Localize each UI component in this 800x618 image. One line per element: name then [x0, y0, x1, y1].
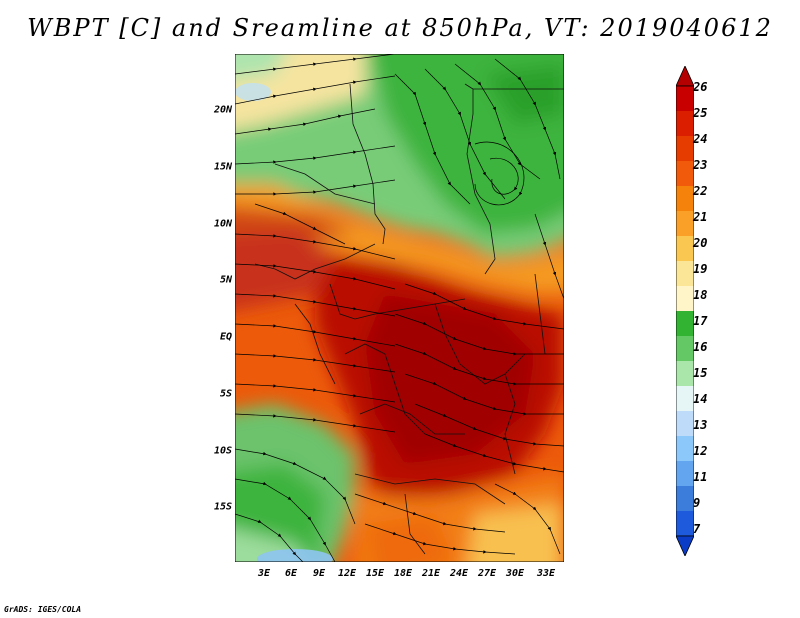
colorbar-label: 14 [693, 392, 708, 406]
colorbar-cell [676, 311, 694, 337]
colorbar-cell [676, 461, 694, 487]
x-tick-label: 21E [421, 568, 441, 579]
wbpt-map [235, 54, 564, 562]
colorbar-cell [676, 486, 694, 512]
colorbar-label: 13 [693, 418, 708, 432]
colorbar-cell [676, 411, 694, 437]
x-tick-label: 9E [312, 568, 326, 579]
colorbar-cell [676, 86, 694, 112]
x-tick-label: 30E [505, 568, 525, 579]
y-tick-label: 5N [219, 274, 232, 286]
colorbar-cell [676, 436, 694, 462]
credit-text: GrADS: IGES/COLA [4, 605, 82, 614]
colorbar-label: 12 [693, 444, 708, 458]
colorbar-cell [676, 236, 694, 262]
colorbar-label: 11 [693, 470, 708, 484]
colorbar-label: 23 [693, 158, 708, 172]
colorbar-label: 19 [693, 262, 708, 276]
x-tick-label: 27E [477, 568, 497, 579]
colorbar-cell [676, 111, 694, 137]
colorbar-label: 16 [693, 340, 708, 354]
colorbar-label: 21 [693, 210, 708, 224]
colorbar-label: 26 [693, 80, 708, 94]
x-tick-label: 3E [257, 568, 271, 579]
colorbar-label: 25 [693, 106, 708, 120]
colorbar-cell [676, 136, 694, 162]
colorbar-cell [676, 511, 694, 537]
y-tick-label: 10S [213, 445, 232, 457]
y-tick-label: 20N [213, 104, 232, 116]
colorbar-cell [676, 211, 694, 237]
y-tick-label: 5S [219, 388, 232, 400]
colorbar-cell [676, 336, 694, 362]
x-tick-label: 33E [536, 568, 556, 579]
x-tick-label: 15E [365, 568, 385, 579]
colorbar-label: 24 [693, 132, 708, 146]
colorbar-label: 18 [693, 288, 708, 302]
colorbar-cell [676, 286, 694, 312]
colorbar-top-triangle [676, 66, 694, 87]
colorbar-cell [676, 161, 694, 187]
colorbar-label: 15 [693, 366, 708, 380]
colorbar [676, 66, 694, 556]
x-tick-label: 18E [393, 568, 413, 579]
chart-title: WBPT [C] and Sreamline at 850hPa, VT: 20… [27, 14, 773, 42]
colorbar-bottom-triangle [676, 535, 694, 556]
x-tick-label: 24E [449, 568, 469, 579]
colorbar-label: 9 [693, 496, 701, 510]
y-tick-label: 15N [213, 161, 232, 173]
colorbar-label: 22 [693, 184, 708, 198]
y-tick-label: 15S [213, 501, 232, 513]
colorbar-label: 20 [693, 236, 708, 250]
y-tick-label: EQ [219, 331, 232, 343]
colorbar-cell [676, 361, 694, 387]
colorbar-cell [676, 386, 694, 412]
y-tick-label: 10N [213, 218, 232, 230]
colorbar-label: 7 [693, 522, 701, 536]
x-tick-label: 12E [337, 568, 357, 579]
colorbar-cell [676, 186, 694, 212]
colorbar-cell [676, 261, 694, 287]
x-tick-label: 6E [284, 568, 298, 579]
colorbar-label: 17 [693, 314, 708, 328]
